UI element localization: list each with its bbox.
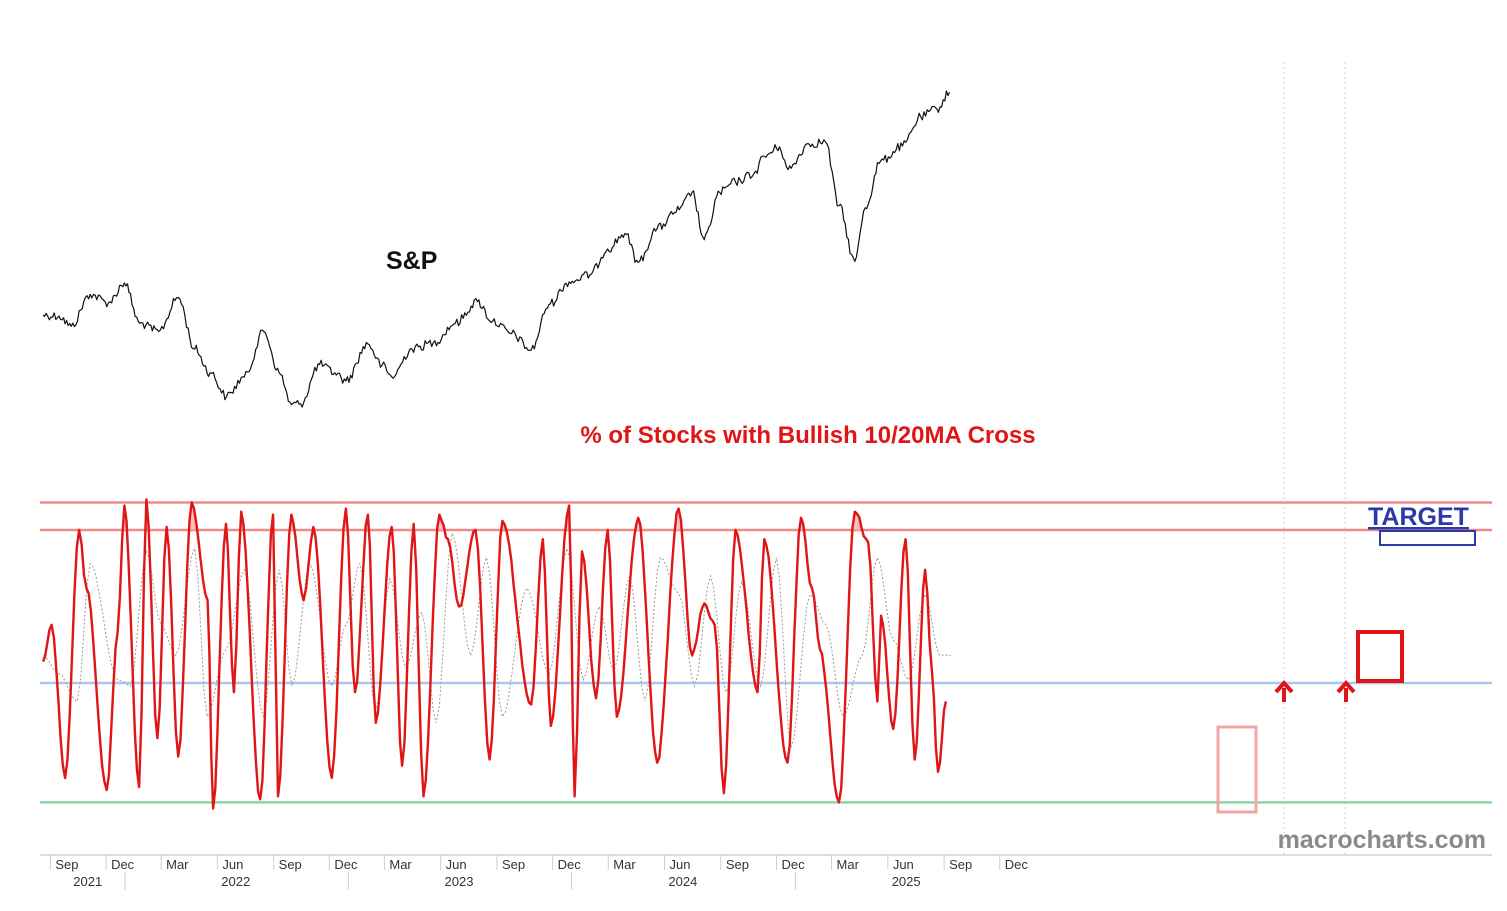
month-tick-label: Dec <box>781 857 805 872</box>
year-tick-label: 2025 <box>892 874 921 889</box>
sp-price-panel <box>42 90 951 408</box>
month-tick-label: Sep <box>949 857 972 872</box>
reference-bands <box>40 501 1492 804</box>
oscillator-panel <box>41 498 951 810</box>
oscillator-signal-line <box>42 532 951 748</box>
watermark: macrocharts.com <box>1278 826 1486 854</box>
sp-label: S&P <box>386 247 437 275</box>
buy-signal-arrow-1 <box>1274 679 1294 702</box>
month-tick-label: Dec <box>111 857 135 872</box>
month-tick-label: Sep <box>55 857 78 872</box>
month-tick-label: Jun <box>222 857 243 872</box>
month-tick-label: Mar <box>613 857 636 872</box>
current-reading-box <box>1356 630 1404 683</box>
x-axis: Sep Dec Mar Jun Sep Dec Mar Jun Sep Dec Mar Jun Sep D… <box>40 854 1492 890</box>
sp-price-line <box>42 90 951 408</box>
month-tick-label: Mar <box>166 857 189 872</box>
target-label: TARGET <box>1368 503 1469 531</box>
year-tick-label: 2021 <box>73 874 102 889</box>
washout-highlight-box <box>1216 725 1258 814</box>
month-tick-label: Sep <box>502 857 525 872</box>
month-tick-label: Mar <box>837 857 860 872</box>
target-zone-box <box>1379 530 1476 546</box>
month-tick-label: Dec <box>1005 857 1029 872</box>
oscillator-title: % of Stocks with Bullish 10/20MA Cross <box>580 422 1035 449</box>
buy-signal-arrow-2 <box>1336 679 1356 702</box>
month-tick-label: Mar <box>389 857 412 872</box>
month-tick-label: Sep <box>726 857 749 872</box>
year-tick-label: 2024 <box>668 874 697 889</box>
month-tick-label: Dec <box>334 857 358 872</box>
oscillator-line <box>41 498 948 810</box>
year-tick-label: 2023 <box>445 874 474 889</box>
month-tick-label: Jun <box>893 857 914 872</box>
overbought-fill <box>636 517 641 531</box>
month-tick-label: Jun <box>446 857 467 872</box>
month-tick-label: Jun <box>670 857 691 872</box>
month-tick-label: Dec <box>558 857 582 872</box>
month-tick-label: Sep <box>279 857 302 872</box>
year-tick-label: 2022 <box>221 874 250 889</box>
